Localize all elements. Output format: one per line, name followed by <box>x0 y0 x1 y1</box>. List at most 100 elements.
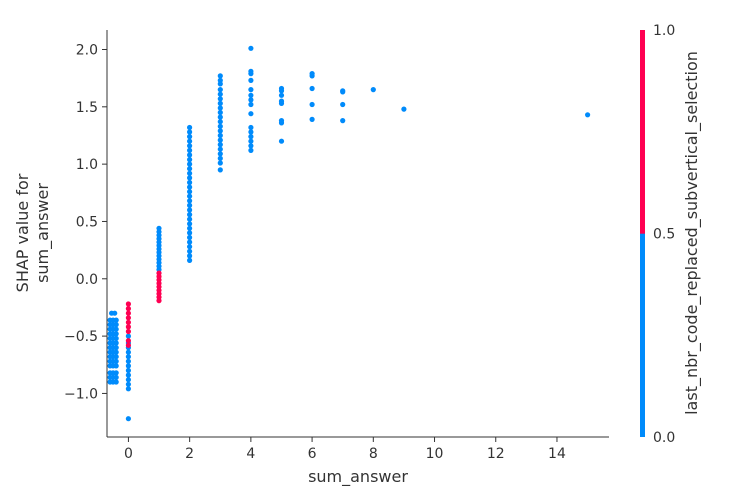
data-point <box>187 175 193 181</box>
data-point <box>248 87 254 93</box>
data-point <box>125 301 131 307</box>
data-point <box>248 77 254 83</box>
data-point <box>187 221 193 227</box>
data-point <box>125 416 131 422</box>
data-point <box>248 124 254 131</box>
data-point <box>125 310 131 316</box>
data-point <box>187 253 193 259</box>
data-point <box>187 152 193 158</box>
data-point <box>187 147 193 153</box>
data-point <box>125 381 131 387</box>
data-point <box>113 370 119 376</box>
data-point <box>217 167 223 173</box>
data-point <box>125 319 131 325</box>
data-point <box>217 128 223 134</box>
x-tick-label: 6 <box>308 446 317 462</box>
y-tick-label: 1.0 <box>76 157 98 173</box>
x-axis-label: sum_answer <box>308 467 408 487</box>
data-point <box>125 315 131 321</box>
data-point <box>113 363 119 369</box>
data-point <box>187 124 193 131</box>
plot-axes: 0 2 4 6 8 10 12 14 −1.0 −0.5 0.0 0.5 1.0 1.5 2.0 <box>64 30 609 462</box>
data-point <box>125 363 131 369</box>
x-tick-label: 2 <box>185 446 194 462</box>
data-point <box>187 225 193 231</box>
y-tick-label: −0.5 <box>64 329 98 345</box>
data-point <box>401 106 407 112</box>
y-tick-label: 0.5 <box>76 214 98 230</box>
data-point <box>248 68 254 74</box>
data-point <box>125 358 131 364</box>
data-point <box>187 184 193 190</box>
data-point <box>187 202 193 208</box>
data-point <box>113 358 119 364</box>
y-tick-label: 2.0 <box>76 42 98 58</box>
data-point <box>278 98 285 104</box>
data-point <box>585 112 591 118</box>
data-point <box>187 244 193 250</box>
data-point <box>248 143 254 149</box>
data-point <box>248 92 254 98</box>
data-point <box>187 129 193 135</box>
data-point <box>248 97 254 103</box>
data-point <box>187 230 193 236</box>
data-point <box>248 129 254 135</box>
data-point <box>187 248 193 254</box>
x-tick-label: 8 <box>369 446 378 462</box>
data-point <box>187 239 193 245</box>
data-point <box>217 151 223 157</box>
data-point <box>217 105 223 111</box>
data-point <box>113 374 119 380</box>
data-point <box>125 333 131 339</box>
scatter-points <box>107 45 591 422</box>
y-axis-label-line-1: SHAP value for <box>13 173 32 292</box>
data-point <box>217 132 223 139</box>
data-point <box>113 379 119 385</box>
data-point <box>125 338 131 344</box>
data-point <box>187 161 193 167</box>
x-tick-label: 0 <box>124 446 133 462</box>
data-point <box>217 87 223 93</box>
data-point <box>340 101 346 108</box>
data-point <box>125 328 131 335</box>
data-point <box>217 109 223 116</box>
data-point <box>125 349 131 355</box>
data-point <box>187 193 193 199</box>
data-point <box>278 92 285 98</box>
data-point <box>187 179 193 186</box>
data-point <box>113 335 119 341</box>
data-point <box>340 118 346 124</box>
colorbar-tick-label: 0.5 <box>653 227 675 243</box>
data-point <box>113 317 119 323</box>
data-point <box>187 198 193 204</box>
data-point <box>125 354 131 360</box>
data-point <box>217 73 223 79</box>
data-point <box>187 138 193 144</box>
data-point <box>217 123 223 129</box>
y-tick-label: 1.5 <box>76 100 98 116</box>
data-point <box>113 345 119 351</box>
data-point <box>187 234 193 241</box>
data-point <box>156 225 162 231</box>
data-point <box>125 367 131 374</box>
data-point <box>248 45 254 51</box>
data-point <box>187 134 193 140</box>
data-point <box>113 349 119 355</box>
data-point <box>217 114 223 120</box>
data-point <box>217 91 223 97</box>
data-point <box>278 118 285 124</box>
colorbar-tick-label: 1.0 <box>653 23 675 39</box>
data-point <box>125 377 131 383</box>
data-point <box>112 310 118 316</box>
data-point <box>113 354 119 360</box>
colorbar-label: last_nbr_code_replaced_subvertical_selec… <box>682 51 702 415</box>
y-tick-label: −1.0 <box>64 386 98 402</box>
data-point <box>217 100 223 106</box>
data-point <box>248 111 254 117</box>
x-tick-label: 4 <box>246 446 255 462</box>
y-tick-label: 0.0 <box>76 272 98 288</box>
data-point <box>248 101 254 108</box>
data-point <box>248 147 254 153</box>
data-point <box>217 96 223 102</box>
